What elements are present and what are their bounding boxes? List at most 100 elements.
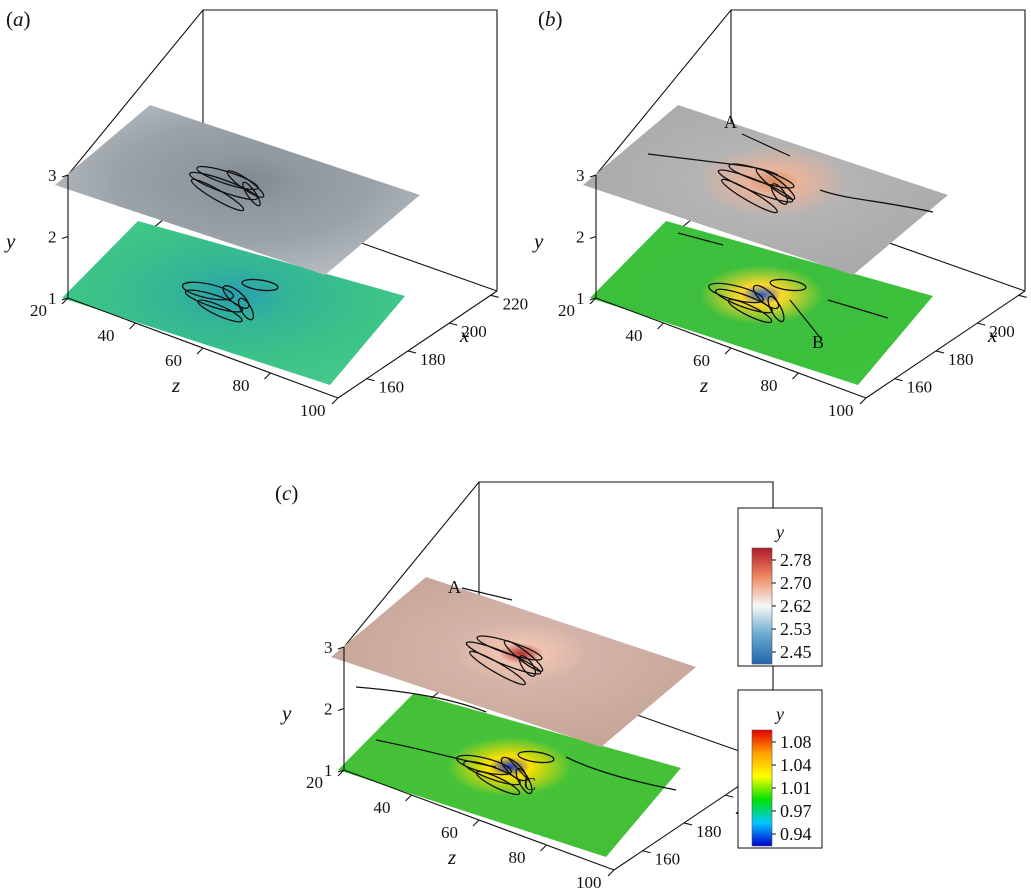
lower-plane (590, 221, 933, 385)
upper-contour (717, 169, 794, 203)
z-tick-label: 40 (626, 326, 643, 345)
panel-label-a: (a) (6, 7, 31, 31)
lower-contour (727, 298, 773, 324)
upper-contour (721, 178, 778, 214)
y-tick-label: 1 (576, 289, 585, 308)
z-axis-label: z (447, 845, 456, 869)
x-tick-mark (977, 322, 986, 326)
annotation-leader (507, 757, 531, 783)
y-tick-label: 2 (324, 700, 333, 719)
box-back-edges (67, 9, 498, 291)
z-tick-label: 20 (558, 301, 575, 320)
annotation-leader (461, 587, 513, 601)
lower-contour (237, 297, 255, 321)
colorbar-tick-label: 2.70 (780, 573, 812, 593)
colorbar-tick-label: 1.08 (780, 732, 812, 752)
x-tick-label: 160 (907, 378, 933, 397)
colorbar-tick-label: 2.45 (780, 642, 812, 662)
annotation-leader (789, 299, 823, 341)
z-tick-label: 60 (441, 823, 458, 842)
lower-contour (222, 285, 250, 309)
lower-contour-line (565, 756, 677, 791)
x-tick-label: 200 (989, 322, 1015, 341)
x-tick-label: 180 (696, 822, 722, 841)
x-tick-label: 160 (379, 378, 405, 397)
lower-contour-line (827, 299, 889, 319)
colorbar-tick-label: 0.97 (780, 801, 812, 821)
upper-plane (331, 577, 696, 747)
z-tick-mark (724, 347, 732, 355)
y-tick-mark (337, 707, 345, 712)
upper-contour (469, 650, 526, 686)
y-tick-label: 2 (48, 228, 57, 247)
y-axis-label: y (4, 229, 16, 253)
annotation-A: A (724, 112, 737, 132)
z-tick-mark (61, 297, 69, 305)
lower-contour (767, 295, 785, 323)
z-tick-mark (607, 869, 615, 877)
lower-contour (184, 289, 244, 313)
z-tick-mark (129, 322, 136, 330)
y-tick-label: 1 (48, 289, 57, 308)
panel-label-c: (c) (275, 481, 298, 505)
y-tick-label: 3 (324, 638, 333, 657)
colorbar-bar (751, 547, 773, 665)
annotation-C: C (524, 774, 536, 794)
z-tick-mark (264, 372, 271, 380)
x-tick-mark (449, 322, 458, 326)
x-tick-mark (1018, 294, 1027, 298)
lower-contour (769, 278, 807, 292)
y-tick-mark (61, 297, 69, 301)
lower-contour (752, 284, 780, 310)
upper-contour (465, 641, 542, 675)
annotation-leader (741, 133, 791, 157)
lower-contour-line (677, 232, 724, 246)
z-axis-label: z (171, 373, 180, 397)
x-tick-mark (894, 378, 903, 382)
x-axis-label: x (459, 323, 470, 347)
z-tick-label: 60 (165, 351, 182, 370)
y-tick-mark (337, 646, 345, 650)
y-tick-mark (337, 769, 345, 773)
upper-contour (503, 640, 544, 672)
colorbar-tick-label: 2.53 (780, 619, 812, 639)
y-tick-label: 3 (576, 166, 585, 185)
y-tick-mark (61, 235, 69, 240)
colorbar-tick-label: 0.94 (780, 824, 812, 844)
lower-contour (241, 278, 279, 292)
z-tick-mark (859, 397, 867, 405)
panel-b: 20406080100160180200220123zxyAB (532, 9, 1031, 420)
panel-c: 20406080100160180200220123zxyAC (280, 481, 804, 888)
y-axis-label: y (280, 701, 292, 725)
panel-label-b: (b) (538, 7, 563, 31)
y-axis-label: y (532, 229, 544, 253)
y-tick-mark (589, 297, 597, 301)
z-tick-label: 80 (761, 376, 778, 395)
x-axis-line (337, 290, 498, 399)
x-tick-mark (725, 794, 734, 798)
lower-contour (500, 756, 528, 782)
x-tick-label: 160 (655, 850, 681, 869)
x-tick-mark (683, 822, 693, 826)
z-tick-mark (792, 372, 799, 380)
x-tick-label: 220 (503, 294, 529, 313)
z-tick-label: 20 (30, 301, 47, 320)
upper-contour (770, 183, 789, 205)
colorbar-tick-label: 2.62 (780, 596, 812, 616)
x-tick-mark (642, 850, 651, 854)
z-tick-label: 80 (233, 376, 250, 395)
z-tick-label: 100 (828, 401, 854, 420)
lower-contour (475, 770, 521, 796)
annotation-B: B (812, 332, 824, 352)
y-tick-mark (61, 174, 69, 178)
z-tick-mark (540, 844, 547, 852)
x-axis-label: x (987, 323, 998, 347)
lower-contour-line (355, 686, 487, 713)
upper-contour-line (819, 189, 934, 213)
colorbar-bar (751, 729, 773, 847)
panel-a: 20 40 60 80 100 160 180 200 220 1 2 3 z x y (4, 9, 529, 420)
upper-plane (583, 105, 948, 275)
colorbar-tick-label: 1.04 (780, 755, 812, 775)
x-tick-label: 200 (461, 322, 487, 341)
